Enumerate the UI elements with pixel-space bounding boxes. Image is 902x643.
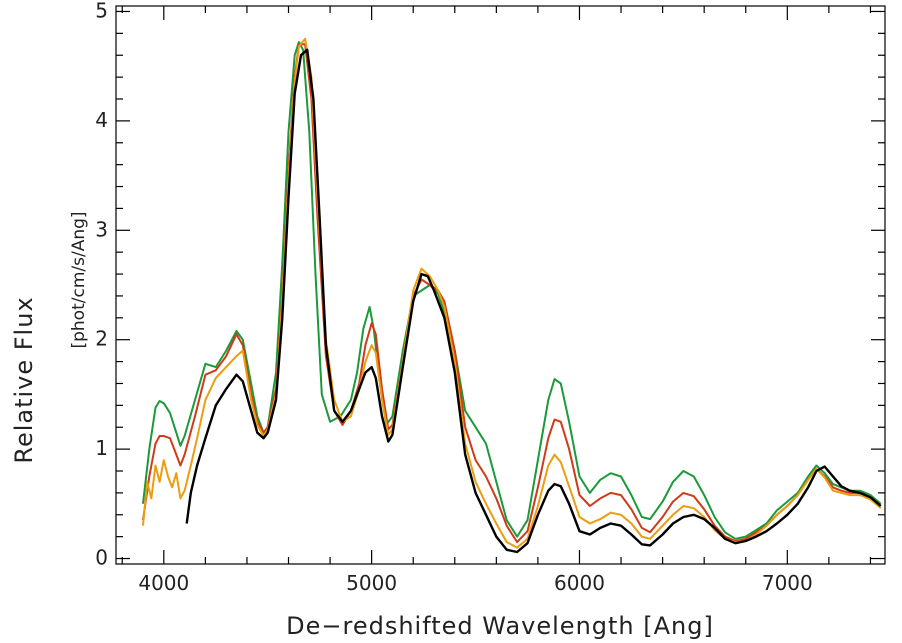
plot-frame — [115, 5, 886, 565]
x-tick-label: 6000 — [554, 571, 605, 595]
y-axis-unit-label: [phot/cm/s/Ang] — [69, 211, 89, 348]
y-tick-label: 5 — [95, 0, 108, 22]
y-tick-label: 3 — [95, 217, 108, 241]
x-tick-label: 7000 — [762, 571, 813, 595]
ticks-layer: 4000 5000 6000 7000 0 1 2 3 4 5 — [95, 0, 885, 595]
x-tick-label: 5000 — [346, 571, 397, 595]
y-tick-label: 0 — [95, 546, 108, 570]
x-tick-label: 4000 — [138, 571, 189, 595]
series-line-3 — [142, 37, 882, 549]
y-axis-label: Relative Flux — [10, 296, 38, 463]
x-axis-label: De−redshifted Wavelength [Ang] — [286, 612, 714, 640]
y-tick-label: 1 — [95, 436, 108, 460]
series-line-4 — [185, 48, 882, 554]
y-tick-label: 2 — [95, 327, 108, 351]
series-line-2 — [142, 43, 882, 544]
y-tick-label: 4 — [95, 108, 108, 132]
series-line-1 — [142, 41, 882, 540]
series-layer — [142, 37, 882, 554]
